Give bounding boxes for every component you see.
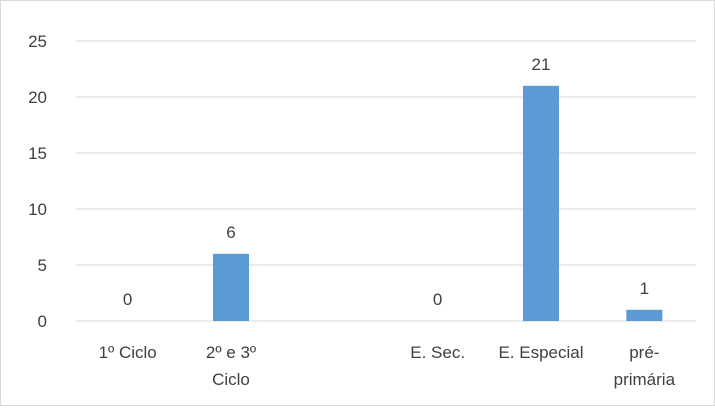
y-tick-label: 20 (28, 88, 47, 107)
data-label: 1 (640, 279, 649, 298)
x-tick-label: 1º Ciclo (99, 343, 157, 362)
data-labels: 0 6 0 21 1 (123, 55, 649, 309)
data-label: 21 (532, 55, 551, 74)
y-tick-label: 5 (38, 256, 47, 275)
x-tick-label: primária (614, 370, 676, 389)
x-tick-label: E. Sec. (410, 343, 465, 362)
y-axis: 0 5 10 15 20 25 (28, 32, 47, 331)
gridlines (76, 40, 696, 322)
bar (523, 85, 559, 321)
y-tick-label: 25 (28, 32, 47, 51)
bar (213, 253, 249, 321)
x-tick-label: Ciclo (212, 370, 250, 389)
y-tick-label: 10 (28, 200, 47, 219)
x-tick-label: pré- (629, 343, 659, 362)
data-label: 0 (433, 290, 442, 309)
x-tick-label: 2º e 3º (206, 343, 256, 362)
bar (626, 309, 663, 321)
y-tick-label: 15 (28, 144, 47, 163)
data-label: 6 (226, 223, 235, 242)
data-label: 0 (123, 290, 132, 309)
bars (213, 85, 663, 321)
y-tick-label: 0 (38, 312, 47, 331)
x-axis: 1º Ciclo 2º e 3º Ciclo E. Sec. E. Especial pr… (99, 343, 676, 389)
x-tick-label: E. Especial (498, 343, 583, 362)
